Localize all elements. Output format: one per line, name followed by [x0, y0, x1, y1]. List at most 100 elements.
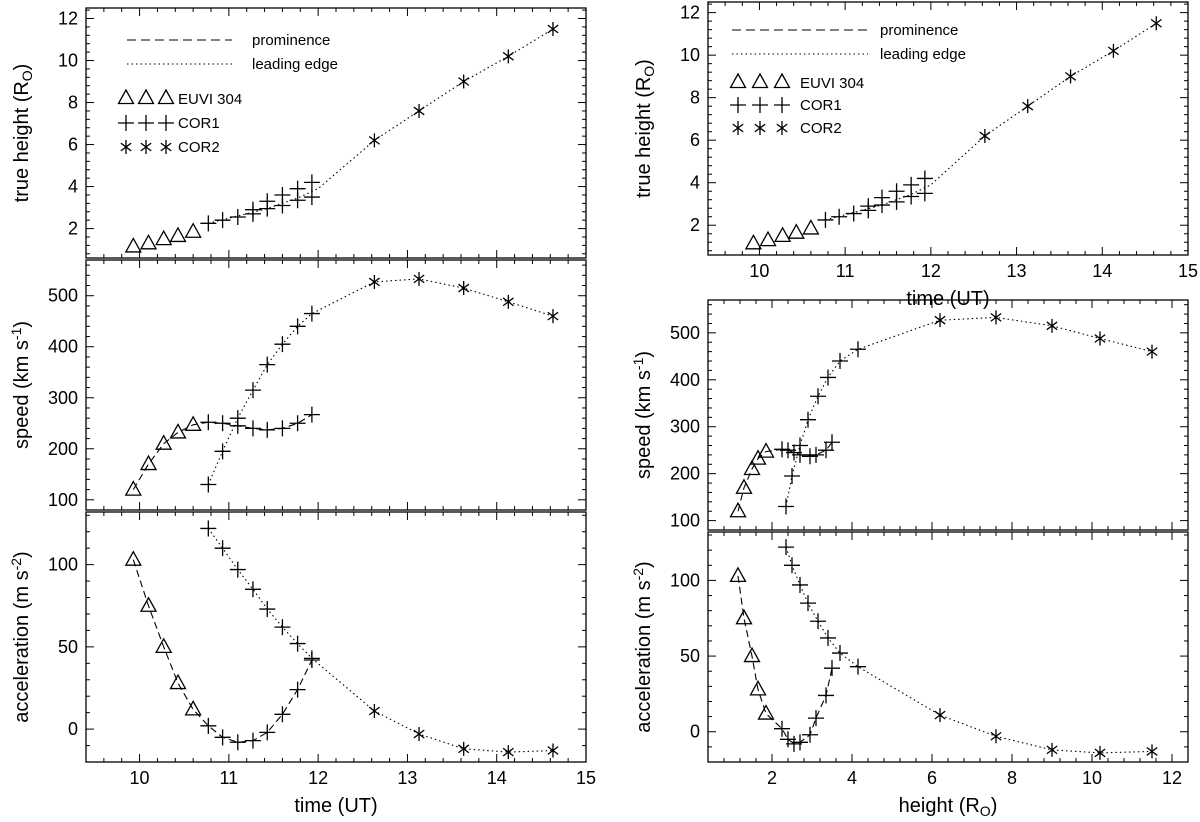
y-tick-label: 400	[48, 337, 78, 357]
data-point-cor2	[1046, 318, 1058, 333]
data-point-euvi	[184, 415, 202, 431]
y-axis-label: acceleration (m s-2)	[630, 561, 655, 732]
data-point-cor2	[368, 704, 380, 719]
data-point-cor1	[800, 595, 816, 612]
legend-left-euvi: EUVI 304	[178, 91, 242, 108]
legend-cor2-marker	[120, 140, 132, 154]
data-point-cor2	[547, 22, 559, 37]
series-prominence-fit	[737, 575, 833, 745]
data-point-cor1	[778, 498, 794, 515]
data-point-cor2	[1150, 16, 1162, 31]
legend-euvi-marker	[751, 72, 769, 89]
data-point-euvi	[744, 233, 763, 250]
data-point-cor2	[458, 74, 470, 89]
series-leading-edge-fit	[207, 278, 554, 485]
series-cor2	[368, 22, 559, 148]
y-tick-label: 300	[48, 388, 78, 408]
panel-accel-vs-time: 10 11 12 13 14 15 0 50 100 acceleration (m s-2) ti…	[8, 511, 596, 817]
x-tick-label: 13	[1007, 261, 1027, 281]
data-point-euvi	[169, 423, 187, 439]
data-point-cor1	[274, 706, 291, 723]
x-axis-label: height (RO)	[899, 795, 998, 819]
y-tick-label: 8	[690, 88, 700, 108]
series-cor1-leading-edge	[778, 539, 866, 675]
data-point-euvi	[743, 459, 761, 476]
data-point-cor1	[802, 448, 818, 465]
y-tick-label: 0	[68, 719, 78, 739]
panel-speed-vs-time: 100 200 300 400 500 speed (km s-1)	[8, 259, 587, 511]
series-cor1-prominence	[774, 660, 840, 752]
legend-euvi-marker	[729, 72, 747, 89]
data-point-cor1	[832, 353, 848, 370]
y-tick-label: 50	[680, 646, 700, 666]
legend-cor2-marker	[140, 140, 152, 154]
legend-left-leading-edge: leading edge	[252, 56, 338, 73]
data-point-cor1	[818, 687, 834, 704]
series-line	[737, 575, 833, 745]
data-point-cor1	[303, 406, 320, 423]
data-point-cor1	[786, 444, 802, 461]
x-axis-label: time (UT)	[906, 288, 989, 310]
legend-euvi-marker	[773, 72, 791, 89]
x-tick-label: 8	[1007, 768, 1017, 788]
x-tick-label: 10	[1082, 768, 1102, 788]
series-cor2	[979, 16, 1162, 143]
data-point-cor1	[808, 446, 824, 463]
data-point-cor1	[259, 356, 276, 373]
y-axis-label: true height (RO)	[11, 64, 35, 203]
series-line	[737, 441, 833, 512]
data-point-cor2	[934, 313, 946, 328]
data-point-cor1	[274, 619, 291, 636]
data-point-cor1	[259, 601, 276, 618]
series-cor1-leading-edge	[860, 170, 933, 215]
series-cor1-leading-edge	[200, 520, 320, 667]
legend-right-prominence: prominence	[880, 22, 958, 39]
y-tick-label: 200	[48, 439, 78, 459]
legend-euvi-marker	[117, 88, 135, 105]
x-tick-label: 12	[1162, 768, 1182, 788]
legend-cor2-marker	[776, 121, 788, 135]
data-point-cor1	[792, 437, 808, 454]
legend-cor1-marker	[138, 115, 154, 131]
series-cor1-leading-edge	[244, 174, 320, 218]
y-tick-label: 8	[68, 93, 78, 113]
data-point-cor2	[458, 281, 470, 296]
panel-accel-vs-height: 2 4 6 8 10 12 0 50 100 acceleration (m s-2) height…	[630, 531, 1189, 819]
data-point-cor2	[1146, 344, 1158, 359]
data-point-cor1	[244, 732, 261, 749]
y-tick-label: 500	[670, 323, 700, 343]
data-point-euvi	[184, 700, 202, 716]
x-tick-label: 15	[576, 768, 596, 788]
data-point-cor1	[289, 415, 306, 432]
data-point-cor1	[214, 415, 231, 432]
data-point-euvi	[802, 219, 820, 235]
data-point-cor1	[810, 613, 826, 630]
data-point-cor1	[808, 710, 824, 727]
legend-left-cor1: COR1	[178, 115, 220, 132]
y-tick-label: 2	[68, 219, 78, 239]
y-tick-label: 4	[690, 173, 700, 193]
series-leading-edge-fit	[208, 28, 554, 224]
data-point-euvi	[787, 223, 805, 239]
data-point-cor1	[850, 341, 866, 358]
series-cor2	[934, 310, 1158, 359]
data-point-cor1	[289, 635, 306, 652]
series-line	[825, 22, 1157, 221]
series-cor1-leading-edge	[778, 341, 866, 515]
legend-cor1-marker	[730, 97, 746, 113]
series-euvi-304	[729, 566, 775, 720]
data-point-cor1	[810, 388, 826, 405]
y-tick-label: 4	[68, 177, 78, 197]
data-point-euvi	[139, 233, 158, 250]
y-tick-label: 6	[690, 130, 700, 150]
data-point-cor1	[259, 421, 276, 438]
x-tick-label: 12	[308, 768, 328, 788]
x-tick-label: 4	[847, 768, 857, 788]
series-leading-edge-fit	[207, 528, 554, 753]
data-point-cor1	[303, 305, 320, 322]
data-point-cor1	[229, 410, 246, 427]
data-point-cor2	[368, 133, 380, 148]
data-point-cor1	[259, 193, 276, 210]
data-point-cor1	[244, 581, 261, 598]
